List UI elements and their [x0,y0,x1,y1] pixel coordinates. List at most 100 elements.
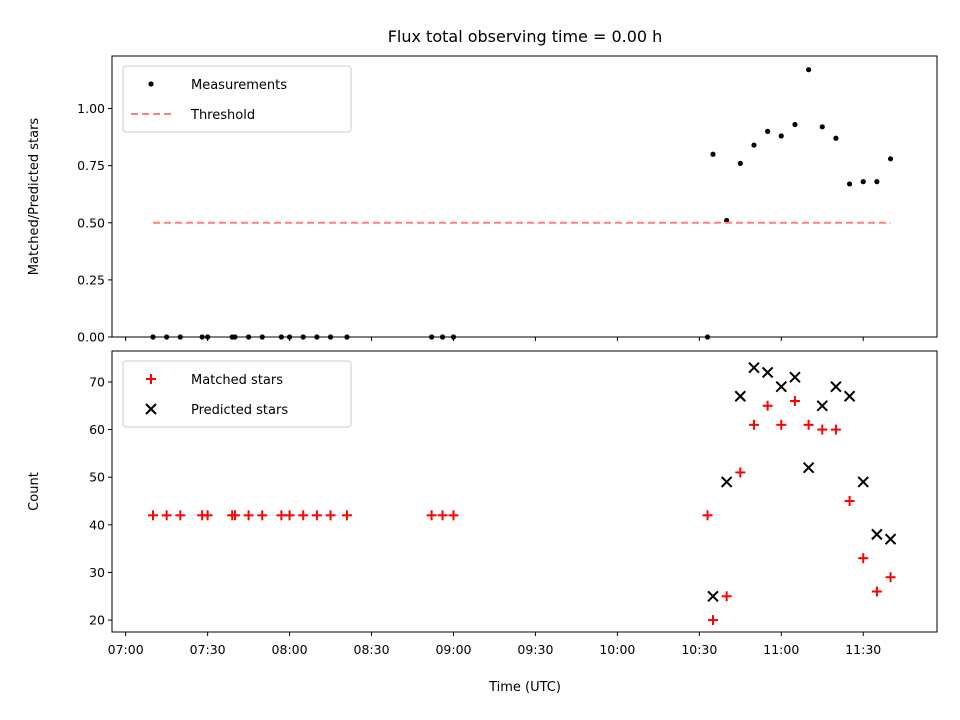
y-axis-label: Count [27,472,42,511]
x-tick-label: 08:00 [272,642,308,657]
data-point [833,135,839,141]
chart-title: Flux total observing time = 0.00 h [388,27,663,46]
x-axis-label: Time (UTC) [488,680,561,695]
data-point [325,510,336,521]
data-point [802,461,815,474]
y-tick-label: 20 [89,613,105,628]
data-point [437,510,448,521]
data-point [429,334,435,340]
data-point [776,419,787,430]
data-point [857,476,869,488]
data-point [704,334,711,340]
data-point [344,334,350,340]
top-panel: 0.00 0.25 0.50 0.75 1.00 Matched/Predicted st… [27,55,938,345]
data-point [175,510,186,521]
data-point [150,334,156,340]
data-point [735,467,746,478]
y-axis-label: Matched/Predicted stars [27,118,42,276]
data-point [830,424,841,435]
series-measurements [150,67,894,340]
y-tick-label: 30 [89,565,105,580]
y-tick-label: 70 [89,374,105,389]
legend-marker [145,403,157,415]
data-point [286,334,293,340]
data-point [257,510,268,521]
data-point [721,591,732,602]
data-point [177,334,183,340]
data-point [147,510,158,521]
series-matched-stars [147,396,896,626]
data-point [314,334,320,340]
data-point [707,615,718,626]
x-tick-label: 10:00 [599,642,635,657]
x-tick-label: 10:30 [681,642,717,657]
data-point [761,366,774,379]
data-point [448,510,459,521]
data-point [748,419,759,430]
data-point [871,586,882,597]
data-point [751,142,757,148]
x-tick-label: 07:00 [108,642,144,657]
data-point [298,510,309,521]
data-point [803,419,814,430]
data-point [806,67,812,73]
data-point [843,390,856,402]
data-point [245,334,252,340]
data-point [789,371,801,383]
data-point [778,133,784,139]
data-point [775,381,787,393]
legend-label: Threshold [190,108,255,123]
data-point [817,424,828,435]
series-predicted-stars [707,361,897,602]
data-point [341,510,352,521]
y-tick-label: 50 [89,470,105,485]
data-point [792,121,798,128]
y-tick-label: 0.00 [77,330,105,345]
data-point [884,533,897,545]
data-point [748,361,760,374]
data-point [243,510,254,521]
data-point [874,179,880,185]
data-point [871,528,883,541]
legend: Matched stars Predicted stars [122,360,352,428]
x-tick-label: 09:00 [435,642,471,657]
data-point [259,334,265,340]
legend-box [122,65,352,133]
data-point [860,179,866,185]
data-point [816,400,828,412]
data-point [762,400,773,411]
data-point [278,334,284,340]
data-point [885,572,896,583]
data-point [887,156,894,162]
x-tick-label: 09:30 [517,642,553,657]
data-point [844,496,855,507]
data-point [707,590,719,602]
bottom-panel: 20 30 40 50 60 70 07:00 07:30 08:00 08:30 09:00 09:… [27,350,938,657]
data-point [327,334,334,340]
data-point [710,151,716,157]
legend-label: Predicted stars [191,403,288,418]
y-tick-label: 40 [89,517,105,532]
data-point [450,334,457,340]
data-point [202,510,213,521]
x-tick-label: 07:30 [190,642,226,657]
legend-label: Matched stars [191,373,283,388]
x-tick-label: 08:30 [354,642,390,657]
x-tick-label: 11:00 [763,642,799,657]
data-point [232,334,238,340]
legend-box [122,360,352,428]
y-tick-label: 0.75 [77,158,105,173]
data-point [846,181,853,187]
y-tick-label: 1.00 [77,101,105,116]
data-point [199,334,205,340]
data-point [789,396,800,407]
data-point [765,128,771,134]
y-tick-label: 0.25 [77,272,105,287]
x-tick-label: 11:30 [845,642,881,657]
data-point [311,510,322,521]
legend-label: Measurements [191,78,287,93]
data-point [229,510,240,521]
data-point [819,124,825,130]
legend: Measurements Threshold [122,65,352,133]
